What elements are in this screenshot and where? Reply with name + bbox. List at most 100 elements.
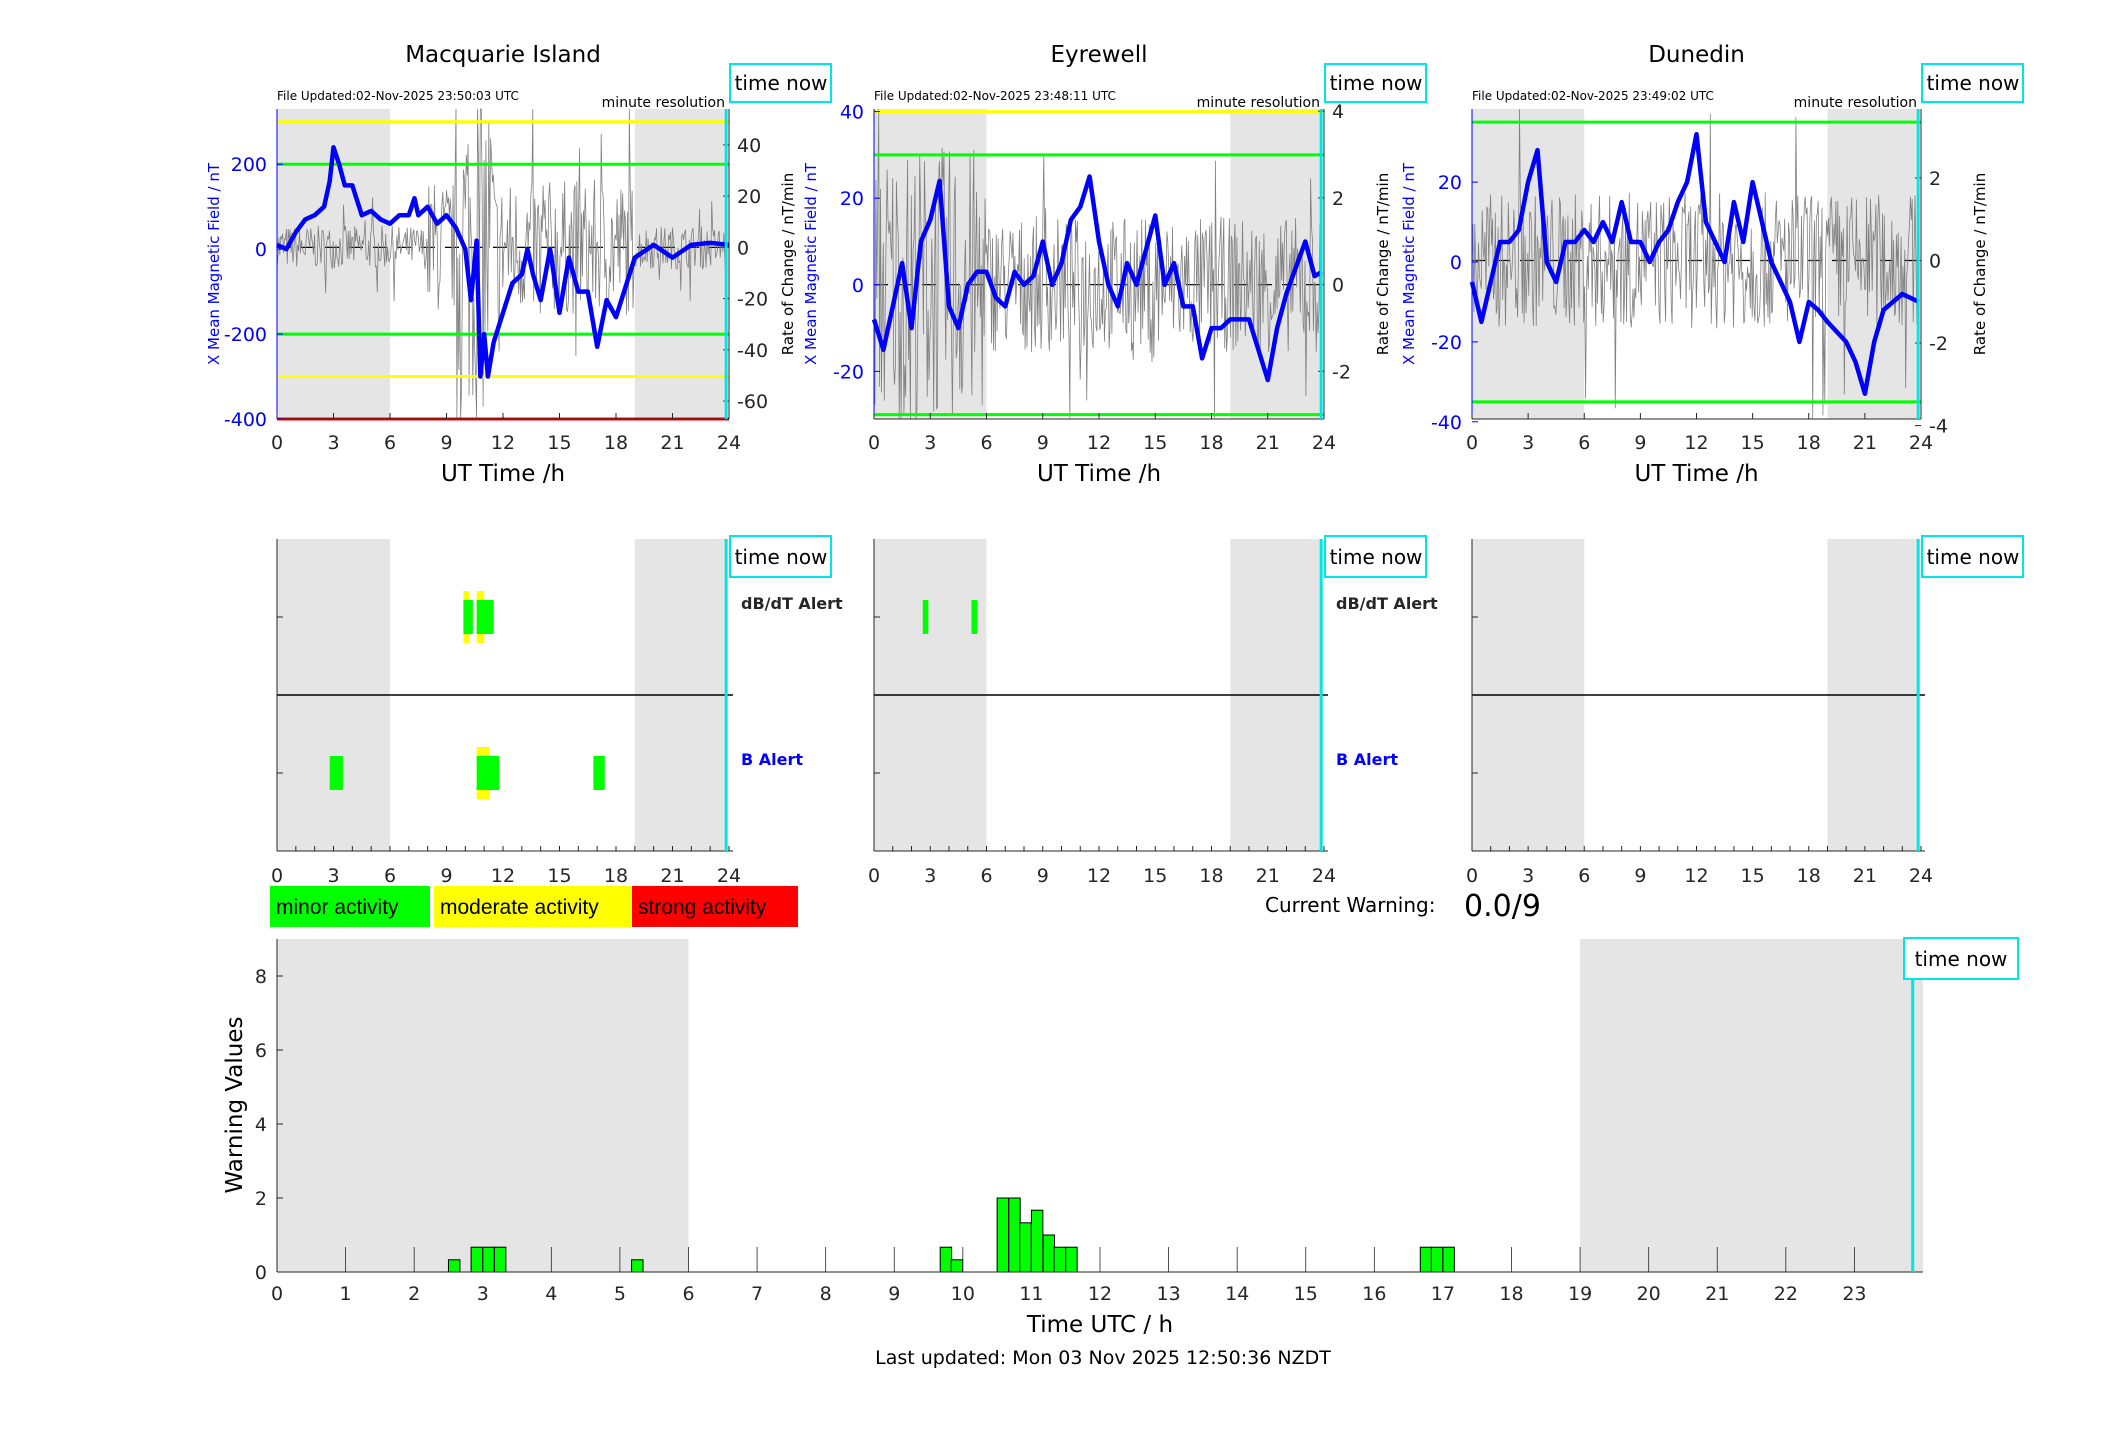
x-tick-label: 15	[547, 432, 571, 454]
y-tick-label: -400	[224, 409, 267, 431]
bottom-y-tick-label: 4	[255, 1114, 267, 1136]
alert-x-tick-label: 9	[1634, 865, 1646, 887]
bottom-y-tick-label: 0	[255, 1262, 267, 1284]
alert-x-tick-label: 12	[1684, 865, 1708, 887]
time-now-label: time now	[1927, 71, 2020, 95]
bottom-x-tick-label: 4	[545, 1283, 557, 1305]
alert-x-tick-label: 18	[604, 865, 628, 887]
x-tick-label: 3	[924, 432, 936, 454]
alert-x-tick-label: 0	[868, 865, 880, 887]
x-tick-label: 21	[660, 432, 684, 454]
alert-x-tick-label: 6	[980, 865, 992, 887]
alert-x-tick-label: 24	[1312, 865, 1336, 887]
dbdt-alert-label: dB/dT Alert	[1336, 594, 1438, 613]
x-axis-label: UT Time /h	[1634, 461, 1758, 487]
x-tick-label: 12	[1684, 432, 1708, 454]
last-updated: Last updated: Mon 03 Nov 2025 12:50:36 N…	[875, 1347, 1331, 1369]
y-tick-label: -40	[1431, 412, 1462, 434]
right-y-label: Rate of Change / nT/min	[1374, 173, 1392, 355]
bottom-xlabel: Time UTC / h	[1026, 1312, 1173, 1338]
right-y-tick-label: -20	[737, 289, 768, 311]
alert-x-tick-label: 0	[271, 865, 283, 887]
alert-block-minor	[329, 756, 343, 790]
x-tick-label: 6	[384, 432, 396, 454]
y-tick-label: 0	[852, 275, 864, 297]
warning-bar	[939, 1246, 953, 1273]
alert-x-tick-label: 15	[1143, 865, 1167, 887]
warning-bar	[470, 1246, 484, 1273]
time-now-label: time now	[1915, 947, 2008, 971]
alert-x-tick-label: 15	[547, 865, 571, 887]
rate-of-change-line	[276, 108, 728, 420]
right-y-tick-label: -4	[1929, 416, 1948, 438]
legend-2-swatch	[632, 886, 798, 927]
bottom-x-tick-label: 23	[1842, 1283, 1866, 1305]
right-y-tick-label: 0	[1929, 250, 1941, 272]
warning-bar	[493, 1246, 507, 1273]
right-y-tick-label: -60	[737, 391, 768, 413]
x-tick-label: 24	[1909, 432, 1933, 454]
rate-of-change-line	[873, 108, 1323, 420]
current-warning-value: 0.0/9	[1464, 889, 1541, 924]
bottom-x-tick-label: 12	[1088, 1283, 1112, 1305]
x-tick-label: 9	[1037, 432, 1049, 454]
right-y-tick-label: 2	[1929, 168, 1941, 190]
night-band	[1580, 939, 1923, 1272]
warning-bar	[1030, 1209, 1044, 1273]
bottom-x-tick-label: 9	[888, 1283, 900, 1305]
alert-time-now-label: time now	[1927, 545, 2020, 569]
alert-x-tick-label: 9	[440, 865, 452, 887]
resolution-label: minute resolution	[602, 95, 725, 111]
y-tick-label: 20	[840, 188, 864, 210]
x-tick-label: 9	[1634, 432, 1646, 454]
file-updated: File Updated:02-Nov-2025 23:50:03 UTC	[277, 89, 519, 103]
alert-block-minor	[593, 756, 605, 790]
x-tick-label: 9	[440, 432, 452, 454]
alert-x-tick-label: 6	[1578, 865, 1590, 887]
time-now-box	[729, 63, 832, 103]
bottom-x-tick-label: 10	[951, 1283, 975, 1305]
alert-x-tick-label: 18	[1797, 865, 1821, 887]
bottom-ylabel: Warning Values	[222, 1016, 248, 1193]
x-tick-label: 21	[1853, 432, 1877, 454]
resolution-label: minute resolution	[1197, 95, 1320, 111]
warning-bar	[1419, 1246, 1433, 1273]
y-tick-label: 0	[1450, 252, 1462, 274]
bottom-x-tick-label: 5	[614, 1283, 626, 1305]
alert-x-tick-label: 21	[1853, 865, 1877, 887]
alert-time-now-box	[1921, 535, 2024, 578]
warning-bar	[1019, 1222, 1032, 1273]
time-now-label: time now	[1330, 71, 1423, 95]
x-tick-label: 3	[1522, 432, 1534, 454]
y-tick-label: 0	[255, 239, 267, 261]
bottom-x-tick-label: 7	[751, 1283, 763, 1305]
magnetic-field-line	[1469, 131, 1921, 397]
bottom-x-tick-label: 22	[1774, 1283, 1798, 1305]
file-updated: File Updated:02-Nov-2025 23:48:11 UTC	[874, 89, 1116, 103]
alert-x-tick-label: 12	[491, 865, 515, 887]
alert-block-minor	[922, 600, 929, 634]
file-updated: File Updated:02-Nov-2025 23:49:02 UTC	[1472, 89, 1714, 103]
station-title: Dunedin	[1648, 42, 1745, 68]
left-y-label: X Mean Magnetic Field / nT	[1400, 162, 1418, 365]
bottom-x-tick-label: 14	[1225, 1283, 1249, 1305]
alert-x-tick-label: 15	[1741, 865, 1765, 887]
warning-bar	[482, 1246, 495, 1273]
night-band	[277, 939, 689, 1272]
bottom-y-tick-label: 8	[255, 966, 267, 988]
legend-2-label: strong activity	[638, 896, 767, 919]
time-now-box	[1903, 937, 2019, 980]
y-tick-label: 20	[1438, 172, 1462, 194]
bottom-y-tick-label: 6	[255, 1040, 267, 1062]
left-y-label: X Mean Magnetic Field / nT	[802, 162, 820, 365]
bottom-x-tick-label: 3	[477, 1283, 489, 1305]
legend-1-label: moderate activity	[440, 896, 599, 919]
warning-bar	[1065, 1246, 1078, 1273]
x-tick-label: 3	[327, 432, 339, 454]
x-tick-label: 15	[1741, 432, 1765, 454]
bottom-x-tick-label: 2	[408, 1283, 420, 1305]
bottom-x-tick-label: 20	[1637, 1283, 1661, 1305]
warning-bar	[1053, 1246, 1066, 1273]
warning-bar	[447, 1259, 461, 1273]
